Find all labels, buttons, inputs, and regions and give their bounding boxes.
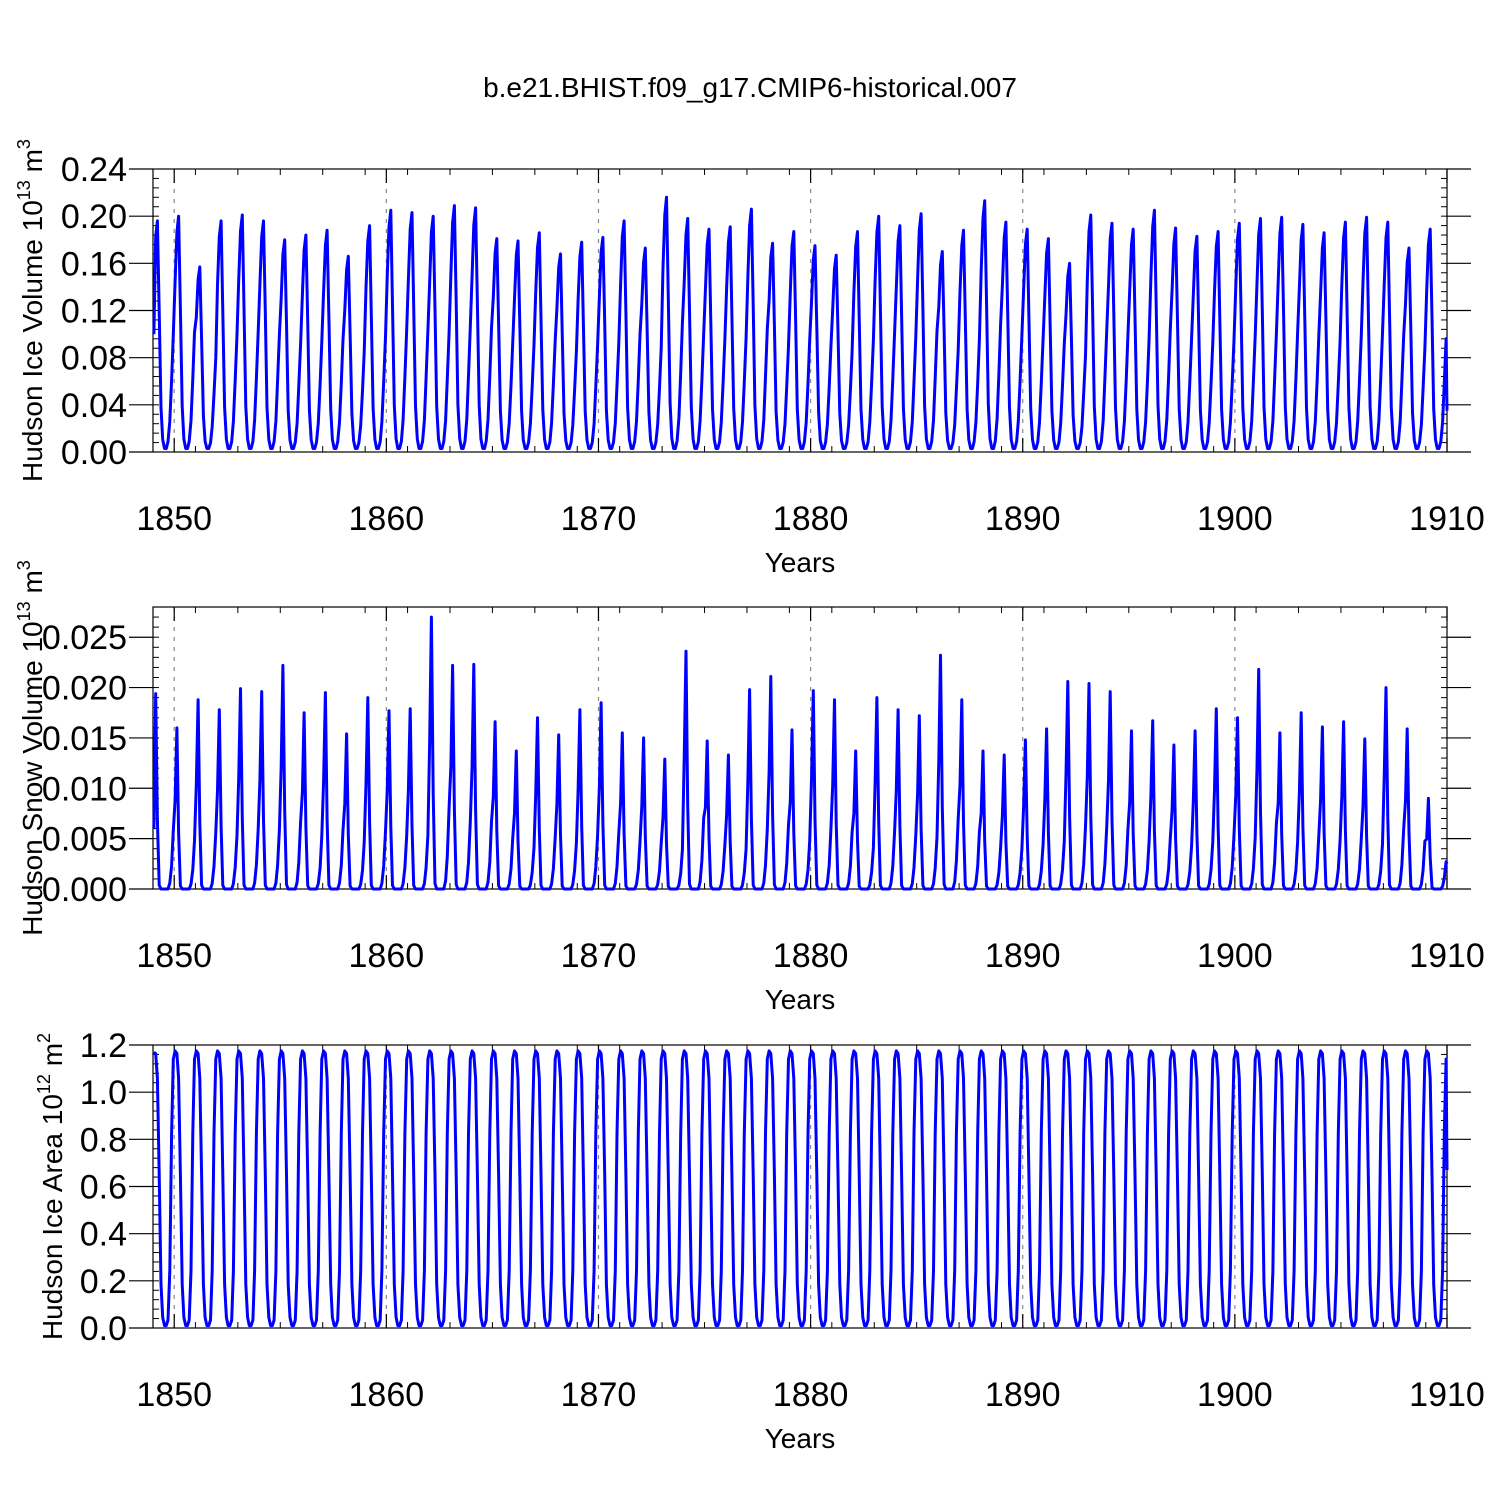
x-tick-label: 1890 <box>985 1376 1061 1414</box>
y-tick-label: 0.8 <box>80 1121 127 1159</box>
x-tick-label: 1860 <box>349 1376 425 1414</box>
x-tick-label: 1870 <box>561 1376 637 1414</box>
x-tick-label: 1860 <box>349 500 425 538</box>
x-tick-label: 1910 <box>1409 937 1485 975</box>
x-tick-label: 1900 <box>1197 937 1273 975</box>
x-tick-label: 1860 <box>349 937 425 975</box>
x-tick-label: 1880 <box>773 500 849 538</box>
x-tick-label: 1850 <box>136 500 212 538</box>
figure-title: b.e21.BHIST.f09_g17.CMIP6-historical.007 <box>483 72 1017 103</box>
series-line-snow-volume <box>152 615 1449 891</box>
plot-frame <box>152 1044 1448 1329</box>
x-axis-label: Years <box>765 984 836 1015</box>
x-tick-label: 1890 <box>985 937 1061 975</box>
series-line-ice-volume <box>152 195 1449 450</box>
y-tick-label: 0.16 <box>61 245 127 283</box>
x-tick-label: 1870 <box>561 500 637 538</box>
y-tick-label: 0.4 <box>80 1216 127 1254</box>
y-tick-label: 0.04 <box>61 387 127 425</box>
y-tick-label: 0.08 <box>61 340 127 378</box>
y-tick-label: 0.025 <box>42 619 127 657</box>
y-tick-label: 0.020 <box>42 670 127 708</box>
y-axis-label: Hudson Snow Volume 1013 m3 <box>14 560 48 936</box>
y-tick-label: 0.000 <box>42 871 127 909</box>
x-tick-label: 1890 <box>985 500 1061 538</box>
y-tick-label: 0.2 <box>80 1263 127 1301</box>
panels: 0.00 0.04 0.08 0.12 0.16 0.20 0.24 1850 1860 1870… <box>14 139 1485 1454</box>
y-tick-label: 0.005 <box>42 821 127 859</box>
x-axis-label: Years <box>765 547 836 578</box>
x-tick-label: 1900 <box>1197 1376 1273 1414</box>
x-tick-label: 1910 <box>1409 500 1485 538</box>
x-axis-label: Years <box>765 1423 836 1454</box>
x-tick-label: 1870 <box>561 937 637 975</box>
y-tick-label: 0.015 <box>42 720 127 758</box>
y-tick-label: 1.2 <box>80 1027 127 1065</box>
y-tick-label: 0.24 <box>61 151 127 189</box>
y-tick-label: 0.0 <box>80 1310 127 1348</box>
chart-panel-ice-volume: 0.00 0.04 0.08 0.12 0.16 0.20 0.24 1850 1860 1870… <box>14 139 1485 578</box>
y-tick-label: 0.12 <box>61 293 127 331</box>
chart-panel-snow-volume: 0.000 0.005 0.010 0.015 0.020 0.025 1850 1860 18… <box>14 560 1485 1015</box>
x-tick-label: 1880 <box>773 1376 849 1414</box>
y-tick-label: 0.6 <box>80 1169 127 1207</box>
series-line-ice-area <box>152 1049 1449 1328</box>
x-tick-label: 1880 <box>773 937 849 975</box>
x-tick-label: 1850 <box>136 937 212 975</box>
y-axis-label: Hudson Ice Area 1012 m2 <box>34 1033 68 1340</box>
y-axis-label: Hudson Ice Volume 1013 m3 <box>14 139 48 482</box>
y-tick-label: 0.010 <box>42 770 127 808</box>
x-tick-label: 1910 <box>1409 1376 1485 1414</box>
y-tick-label: 0.00 <box>61 434 127 472</box>
y-tick-label: 0.20 <box>61 198 127 236</box>
chart-panel-ice-area: 0.0 0.2 0.4 0.6 0.8 1.0 1.2 1850 1860 1870 1880 189… <box>34 1027 1485 1454</box>
x-tick-label: 1900 <box>1197 500 1273 538</box>
y-tick-label: 1.0 <box>80 1074 127 1112</box>
x-tick-label: 1850 <box>136 1376 212 1414</box>
